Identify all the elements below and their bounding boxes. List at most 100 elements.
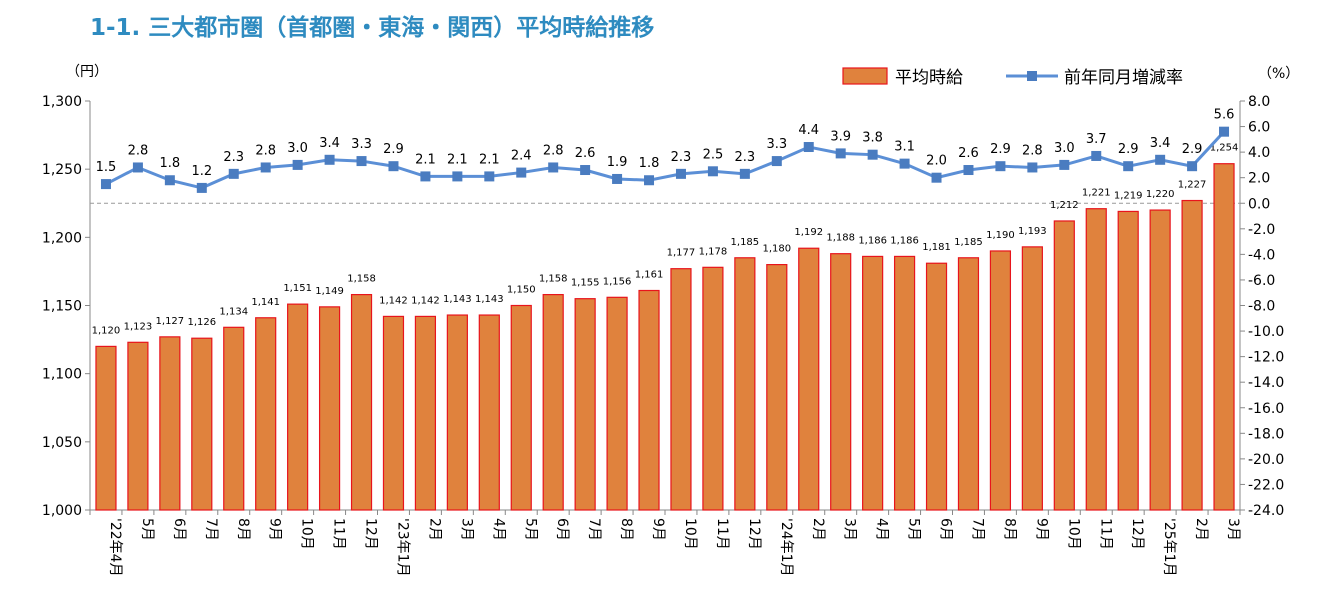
y-right-tick-label: -8.0 (1248, 299, 1275, 315)
bar (1117, 210, 1139, 511)
x-tick-label: 2月 (426, 518, 442, 541)
bar-value-label: 1,151 (283, 283, 312, 294)
line-marker (739, 168, 750, 179)
line-marker (803, 142, 814, 153)
bar-value-label: 1,177 (667, 248, 696, 259)
legend-swatch-marker (1027, 71, 1037, 81)
y-left-tick-label: 1,250 (42, 162, 82, 178)
bar (830, 253, 852, 511)
line-marker (292, 159, 303, 170)
x-tick-label: 3月 (842, 518, 858, 541)
bar (1021, 246, 1043, 511)
line-marker (1059, 159, 1070, 170)
bar (798, 247, 820, 511)
x-tick-label: 11月 (331, 518, 347, 550)
line-marker (1123, 161, 1134, 172)
bar (255, 317, 277, 511)
line-marker (1027, 162, 1038, 173)
line-marker (100, 179, 111, 190)
y-right-tick-label: -4.0 (1248, 247, 1275, 263)
bar-value-label: 1,142 (379, 295, 408, 306)
line-value-label: 2.1 (415, 152, 436, 167)
line-marker (228, 168, 239, 179)
bar-value-label: 1,180 (762, 244, 791, 255)
line-marker (644, 175, 655, 186)
line-marker (1091, 150, 1102, 161)
line-marker (1187, 161, 1198, 172)
line-marker (707, 166, 718, 177)
bar (95, 345, 117, 511)
line-marker (931, 172, 942, 183)
bar-value-label: 1,219 (1114, 190, 1143, 201)
bar-value-label: 1,185 (731, 237, 760, 248)
legend-label-bar: 平均時給 (895, 68, 963, 88)
x-tick-label: 7月 (203, 518, 219, 541)
bar (414, 315, 437, 511)
bar-value-label: 1,142 (411, 295, 440, 306)
legend: 平均時給 前年同月増減率 (842, 67, 1183, 88)
bar-value-label: 1,190 (986, 230, 1015, 241)
bar-value-label: 1,120 (92, 325, 121, 336)
line-value-label: 2.9 (383, 142, 404, 157)
line-marker (452, 171, 463, 182)
line-value-label: 2.1 (479, 152, 500, 167)
x-tick-label: 4月 (874, 518, 890, 541)
bar (1181, 199, 1203, 511)
line-marker (899, 158, 910, 169)
line-marker (771, 156, 782, 167)
x-tick-label: 10月 (682, 518, 698, 550)
line-marker (388, 161, 399, 172)
x-tick-label: 6月 (171, 518, 187, 541)
bar (574, 298, 596, 511)
line-marker (995, 161, 1006, 172)
line-value-label: 3.4 (1150, 136, 1171, 151)
x-tick-label: 5月 (906, 518, 922, 541)
x-tick-label: 7月 (586, 518, 602, 541)
bar-value-label: 1,143 (443, 294, 472, 305)
y-left-unit: （円） (66, 64, 108, 80)
x-tick-label: 6月 (554, 518, 570, 541)
line-value-label: 3.3 (766, 137, 787, 152)
line-value-label: 1.9 (607, 155, 628, 170)
line-value-label: 2.3 (735, 150, 756, 165)
x-tick-label: 12月 (746, 518, 762, 550)
line-data-labels: 1.5 2.8 1.8 1.2 2.3 2.8 3.0 3.4 3.3 2.9 2.1 2.1 2.1 2… (96, 108, 1235, 179)
line-marker (484, 171, 495, 182)
line-marker (132, 162, 143, 173)
x-tick-label: 8月 (235, 518, 251, 541)
line-marker (1155, 154, 1166, 165)
line-value-label: 2.8 (1022, 143, 1043, 158)
bar-value-label: 1,186 (890, 235, 919, 246)
y-right-tick-label: -24.0 (1248, 503, 1284, 519)
bar-value-label: 1,178 (699, 246, 728, 257)
bar-value-label: 1,134 (219, 306, 248, 317)
line-marker (516, 167, 527, 178)
y-right-tick-label: 0.0 (1248, 196, 1270, 212)
x-tick-label: 11月 (1097, 518, 1113, 550)
bar-value-label: 1,127 (156, 316, 185, 327)
bar-value-label: 1,141 (251, 297, 280, 308)
line-value-label: 1.8 (160, 156, 181, 171)
bar-value-label: 1,149 (315, 286, 344, 297)
line-value-label: 2.9 (1118, 142, 1139, 157)
line-value-label: 1.8 (639, 156, 660, 171)
x-tick-label: 3月 (1225, 518, 1241, 541)
y-left-tick-label: 1,050 (42, 435, 82, 451)
bar (925, 262, 948, 511)
bar (1213, 163, 1235, 511)
x-tick-label: 12月 (1129, 518, 1145, 550)
y-left-tick-label: 1,300 (42, 94, 82, 110)
bar-value-label: 1,143 (475, 294, 504, 305)
x-tick-label: '24年1月 (778, 518, 794, 577)
x-tick-label: 2月 (1193, 518, 1209, 541)
line-series-yoy-rate (100, 126, 1230, 193)
line-marker (580, 165, 591, 176)
bar-value-label: 1,150 (507, 285, 536, 296)
bar-value-label: 1,158 (347, 274, 376, 285)
x-tick-label: 9月 (267, 518, 283, 541)
line-marker (324, 154, 335, 165)
bar-value-label: 1,123 (124, 321, 153, 332)
line-value-label: 2.5 (703, 147, 724, 162)
bar-value-label: 1,221 (1082, 188, 1111, 199)
legend-label-line: 前年同月増減率 (1064, 68, 1183, 88)
